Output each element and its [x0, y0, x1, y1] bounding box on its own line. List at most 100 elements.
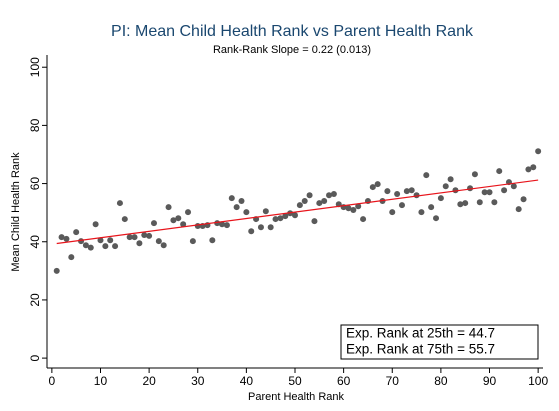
- point: [238, 198, 245, 205]
- point: [389, 209, 396, 216]
- point: [311, 218, 318, 225]
- point: [501, 187, 508, 194]
- point: [282, 213, 289, 220]
- point: [160, 242, 167, 249]
- point: [53, 267, 60, 274]
- point: [345, 205, 352, 212]
- point: [306, 192, 313, 199]
- point: [423, 172, 430, 179]
- x-tick-label: 70: [386, 374, 400, 388]
- y-tick-label: 0: [28, 354, 42, 361]
- point: [116, 200, 123, 207]
- fit-line: [56, 179, 539, 245]
- point: [248, 228, 255, 235]
- x-tick-label: 100: [528, 374, 548, 388]
- point: [394, 191, 401, 198]
- point: [68, 254, 75, 261]
- point: [510, 183, 517, 190]
- chart-subtitle: Rank-Rank Slope = 0.22 (0.013): [213, 44, 371, 56]
- point: [243, 209, 250, 216]
- point: [457, 201, 464, 208]
- point: [102, 243, 109, 250]
- point: [82, 242, 89, 249]
- y-tick-label: 100: [28, 57, 42, 77]
- point: [476, 199, 483, 206]
- x-tick-label: 0: [49, 374, 56, 388]
- y-tick-label: 80: [28, 118, 42, 132]
- point: [170, 217, 177, 224]
- x-tick-label: 30: [191, 374, 205, 388]
- point: [136, 240, 143, 247]
- point: [180, 221, 187, 228]
- point: [189, 238, 196, 245]
- point: [267, 224, 274, 231]
- point: [150, 220, 157, 227]
- point: [360, 216, 367, 223]
- point: [219, 221, 226, 228]
- point: [384, 188, 391, 195]
- chart-title: PI: Mean Child Health Rank vs Parent Hea…: [111, 23, 474, 40]
- point: [355, 203, 362, 210]
- point: [209, 237, 216, 244]
- point: [316, 200, 323, 207]
- point: [126, 234, 133, 241]
- point: [146, 232, 153, 239]
- point: [398, 202, 405, 209]
- point: [97, 237, 104, 244]
- point: [228, 195, 235, 202]
- point: [418, 209, 425, 216]
- point: [471, 171, 478, 178]
- point: [350, 207, 357, 214]
- point: [92, 221, 99, 228]
- point: [107, 237, 114, 244]
- y-tick-label: 20: [28, 293, 42, 307]
- point: [165, 204, 172, 211]
- point: [296, 202, 303, 209]
- point: [442, 183, 449, 190]
- point: [112, 243, 119, 250]
- point: [530, 164, 537, 171]
- point: [262, 208, 269, 215]
- point: [223, 222, 230, 229]
- annotation-box: [340, 324, 539, 360]
- y-axis-label: Mean Child Health Rank: [10, 152, 22, 272]
- point: [515, 206, 522, 213]
- point: [374, 181, 381, 188]
- point: [437, 195, 444, 202]
- x-axis-label: Parent Health Rank: [248, 391, 344, 403]
- x-tick-label: 60: [337, 374, 351, 388]
- point: [121, 216, 128, 223]
- x-tick-label: 80: [434, 374, 448, 388]
- point: [413, 192, 420, 199]
- annotation: Exp. Rank at 25th = 44.7: [346, 326, 495, 341]
- point: [301, 198, 308, 205]
- point: [58, 234, 65, 241]
- point: [175, 215, 182, 222]
- point: [535, 148, 542, 155]
- point: [330, 191, 337, 198]
- point: [481, 189, 488, 196]
- annotation: Exp. Rank at 75th = 55.7: [346, 342, 495, 357]
- point: [321, 198, 328, 205]
- point: [403, 188, 410, 195]
- y-tick-label: 60: [28, 177, 42, 191]
- point: [63, 235, 70, 242]
- x-tick-label: 90: [483, 374, 497, 388]
- point: [131, 234, 138, 241]
- point: [491, 199, 498, 206]
- point: [87, 244, 94, 251]
- point: [428, 204, 435, 211]
- point: [233, 204, 240, 211]
- point: [486, 189, 493, 196]
- point: [462, 200, 469, 207]
- point: [155, 238, 162, 245]
- y-tick-label: 40: [28, 235, 42, 249]
- point: [272, 216, 279, 223]
- point: [185, 209, 192, 216]
- point: [257, 224, 264, 231]
- point: [141, 232, 148, 239]
- point: [525, 166, 532, 173]
- point: [369, 184, 376, 191]
- x-tick-label: 40: [240, 374, 254, 388]
